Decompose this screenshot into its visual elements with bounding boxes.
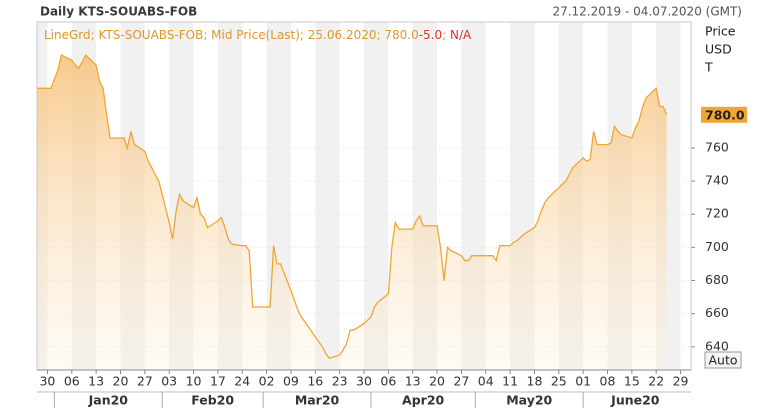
y-tick-label: 740 bbox=[705, 173, 729, 188]
x-tick-label: 22 bbox=[648, 374, 664, 389]
last-value-label: 780.0 bbox=[705, 107, 745, 122]
legend-part: LineGrd; KTS-SOUABS-FOB; Mid Price(Last)… bbox=[44, 28, 419, 42]
x-tick-label: 24 bbox=[234, 374, 250, 389]
x-tick-label: 02 bbox=[259, 374, 275, 389]
x-tick-label: 27 bbox=[453, 374, 469, 389]
x-tick-label: 04 bbox=[478, 374, 494, 389]
date-range: 27.12.2019 - 04.07.2020 (GMT) bbox=[552, 5, 742, 19]
month-label: June20 bbox=[610, 393, 660, 408]
x-tick-label: 20 bbox=[429, 374, 445, 389]
y-tick-label: 640 bbox=[705, 338, 729, 353]
x-tick-label: 29 bbox=[673, 374, 689, 389]
month-label: Mar20 bbox=[295, 393, 340, 408]
x-tick-label: 17 bbox=[210, 374, 226, 389]
x-tick-label: 06 bbox=[64, 374, 80, 389]
line bbox=[37, 54, 668, 360]
x-tick-label: 30 bbox=[39, 374, 55, 389]
x-tick-label: 30 bbox=[356, 374, 372, 389]
x-tick-label: 13 bbox=[405, 374, 421, 389]
month-label: Apr20 bbox=[402, 393, 444, 408]
legend-part: -5.0 bbox=[419, 28, 442, 42]
x-tick-label: 20 bbox=[113, 374, 129, 389]
area bbox=[37, 55, 667, 370]
legend: LineGrd; KTS-SOUABS-FOB; Mid Price(Last)… bbox=[44, 28, 472, 42]
week-stripe bbox=[339, 22, 364, 370]
x-tick-label: 15 bbox=[624, 374, 640, 389]
legend-part: N/A bbox=[450, 28, 472, 42]
week-stripe bbox=[680, 22, 691, 370]
week-stripe bbox=[315, 22, 340, 370]
y-tick-label: 720 bbox=[705, 206, 729, 221]
x-tick-label: 03 bbox=[161, 374, 177, 389]
month-label: May20 bbox=[506, 393, 552, 408]
auto-button-label[interactable]: Auto bbox=[708, 353, 737, 368]
auto-button[interactable] bbox=[704, 351, 742, 369]
x-tick-label: 13 bbox=[88, 374, 104, 389]
x-tick-label: 08 bbox=[600, 374, 616, 389]
x-tick-label: 16 bbox=[307, 374, 323, 389]
y-tick-label: 680 bbox=[705, 272, 729, 287]
x-tick-label: 25 bbox=[551, 374, 567, 389]
month-label: Jan20 bbox=[88, 393, 129, 408]
x-tick-label: 11 bbox=[502, 374, 518, 389]
x-tick-label: 10 bbox=[186, 374, 202, 389]
y-axis-label: T bbox=[704, 60, 713, 75]
last-value-box bbox=[701, 106, 747, 123]
x-tick-label: 18 bbox=[527, 374, 543, 389]
x-tick-label: 23 bbox=[332, 374, 348, 389]
y-tick-label: 660 bbox=[705, 305, 729, 320]
x-tick-label: 01 bbox=[575, 374, 591, 389]
y-axis-label: USD bbox=[705, 42, 732, 57]
legend-part: ; bbox=[442, 28, 450, 42]
x-tick-label: 27 bbox=[137, 374, 153, 389]
y-axis-label: Price bbox=[705, 24, 736, 39]
y-tick-label: 760 bbox=[705, 139, 729, 154]
x-tick-label: 06 bbox=[380, 374, 396, 389]
month-label: Feb20 bbox=[191, 393, 234, 408]
chart-title: Daily KTS-SOUABS-FOB bbox=[40, 5, 197, 19]
area-layer bbox=[37, 54, 668, 370]
y-tick-label: 700 bbox=[705, 239, 729, 254]
x-tick-label: 09 bbox=[283, 374, 299, 389]
